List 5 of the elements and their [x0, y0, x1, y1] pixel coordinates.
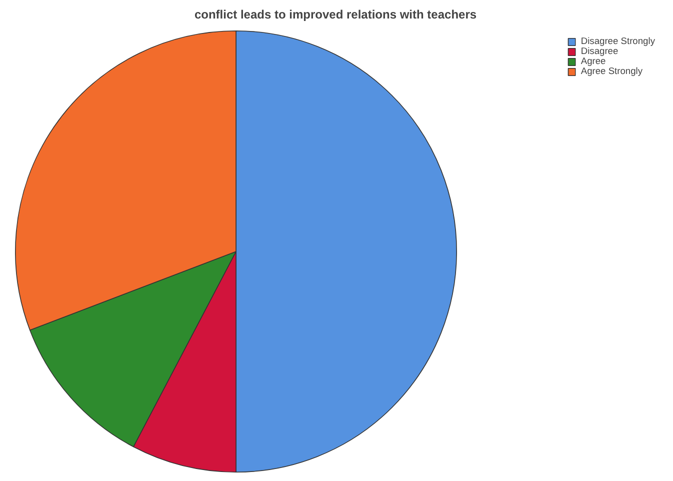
chart-title: conflict leads to improved relations with teachers: [194, 8, 477, 22]
legend-label: Agree Strongly: [580, 66, 643, 76]
legend-label: Disagree: [580, 46, 618, 56]
legend-label: Agree: [580, 56, 606, 66]
legend-label: Disagree Strongly: [580, 36, 655, 46]
